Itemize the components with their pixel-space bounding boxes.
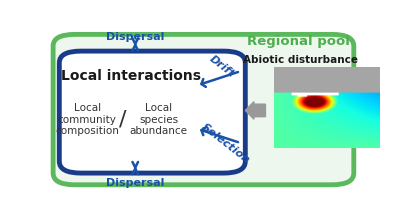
- Text: Local
species
abundance: Local species abundance: [130, 103, 188, 136]
- Text: Local
community
composition: Local community composition: [55, 103, 119, 136]
- Text: Drift: Drift: [208, 54, 236, 80]
- FancyArrow shape: [245, 102, 266, 119]
- FancyBboxPatch shape: [59, 51, 245, 173]
- Text: Local interactions: Local interactions: [61, 69, 201, 83]
- Text: Selection: Selection: [200, 122, 252, 166]
- Text: /: /: [119, 110, 126, 130]
- FancyBboxPatch shape: [53, 34, 354, 185]
- Text: Regional pool: Regional pool: [246, 35, 350, 48]
- Text: Abiotic disturbance: Abiotic disturbance: [243, 55, 358, 65]
- Text: Dispersal: Dispersal: [106, 32, 164, 42]
- Text: Dispersal: Dispersal: [106, 178, 164, 188]
